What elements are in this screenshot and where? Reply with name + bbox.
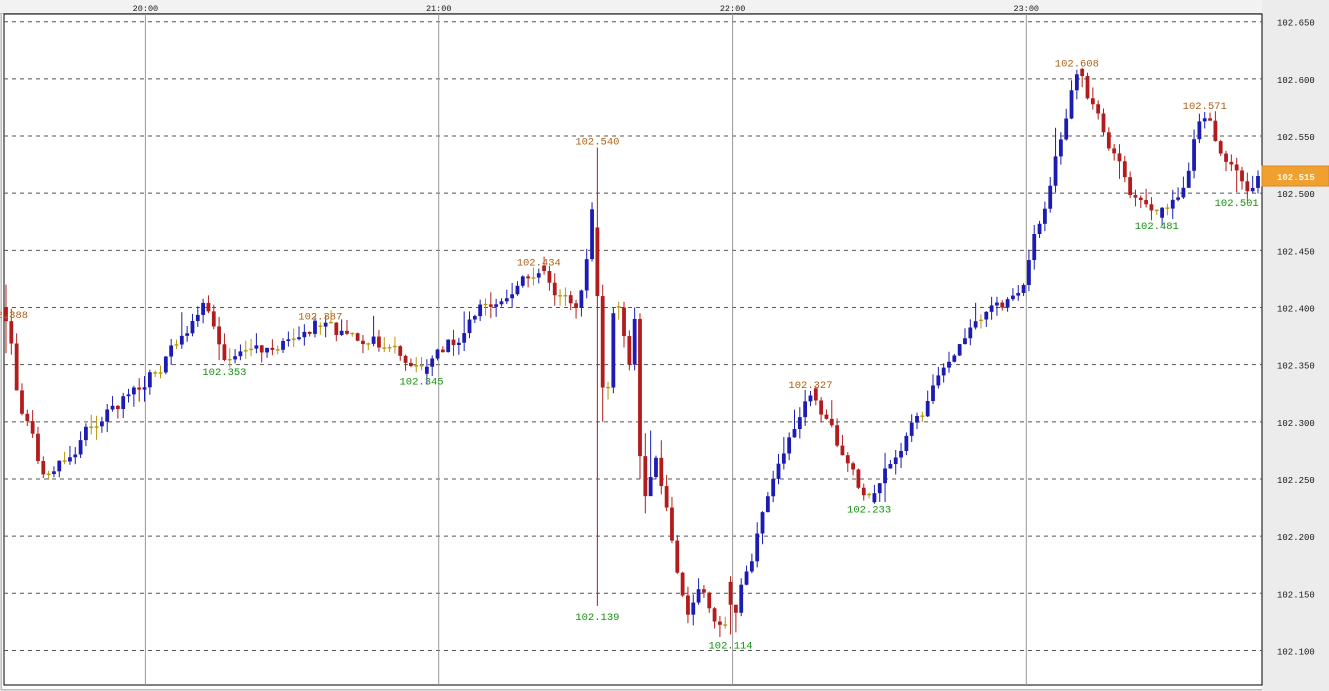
svg-text:102.501: 102.501	[1215, 198, 1259, 210]
svg-text:102.515: 102.515	[1277, 173, 1315, 183]
svg-text:102.571: 102.571	[1183, 101, 1227, 113]
svg-text:102.481: 102.481	[1135, 221, 1179, 233]
svg-text:102.388: 102.388	[0, 310, 28, 322]
svg-text:102.434: 102.434	[517, 258, 561, 270]
svg-text:20:00: 20:00	[133, 4, 159, 14]
svg-text:102.387: 102.387	[298, 311, 342, 323]
svg-text:102.540: 102.540	[575, 136, 619, 148]
svg-text:102.353: 102.353	[202, 367, 246, 379]
svg-text:102.300: 102.300	[1277, 419, 1315, 429]
svg-text:102.200: 102.200	[1277, 533, 1315, 543]
svg-text:102.327: 102.327	[788, 380, 832, 392]
svg-text:102.650: 102.650	[1277, 19, 1315, 29]
svg-text:102.345: 102.345	[400, 376, 444, 388]
svg-text:102.100: 102.100	[1277, 647, 1315, 657]
svg-text:102.400: 102.400	[1277, 305, 1315, 315]
svg-text:102.114: 102.114	[709, 640, 753, 652]
svg-text:102.550: 102.550	[1277, 133, 1315, 143]
svg-text:102.608: 102.608	[1055, 59, 1099, 71]
svg-text:102.150: 102.150	[1277, 590, 1315, 600]
svg-text:21:00: 21:00	[426, 4, 452, 14]
svg-text:102.600: 102.600	[1277, 76, 1315, 86]
svg-text:102.233: 102.233	[847, 504, 891, 516]
svg-text:102.500: 102.500	[1277, 190, 1315, 200]
svg-text:23:00: 23:00	[1014, 4, 1040, 14]
svg-text:102.350: 102.350	[1277, 362, 1315, 372]
svg-text:22:00: 22:00	[720, 4, 746, 14]
svg-text:102.250: 102.250	[1277, 476, 1315, 486]
svg-text:102.139: 102.139	[575, 612, 619, 624]
svg-text:102.450: 102.450	[1277, 247, 1315, 257]
